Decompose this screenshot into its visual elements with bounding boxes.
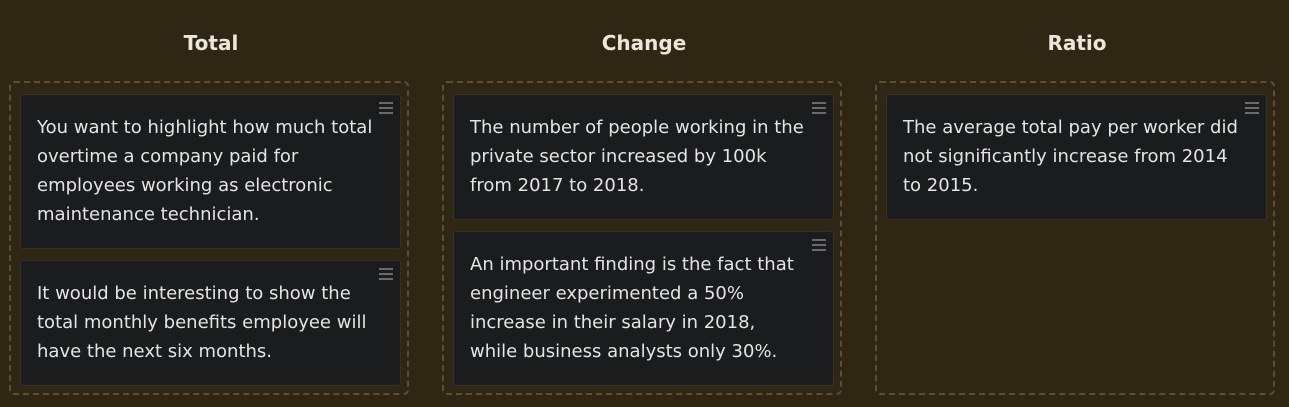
column-title: Total bbox=[183, 31, 239, 55]
drag-handle-icon[interactable] bbox=[379, 268, 393, 280]
drag-handle-icon[interactable] bbox=[1245, 102, 1259, 114]
dropzone-total[interactable]: You want to highlight how much total ove… bbox=[9, 81, 409, 395]
card-text: It would be interesting to show the tota… bbox=[37, 283, 367, 362]
card[interactable]: You want to highlight how much total ove… bbox=[20, 94, 401, 249]
card[interactable]: The number of people working in the priv… bbox=[453, 94, 834, 220]
drag-handle-icon[interactable] bbox=[379, 102, 393, 114]
card-text: An important finding is the fact that en… bbox=[470, 254, 794, 362]
card[interactable]: The average total pay per worker did not… bbox=[886, 94, 1267, 220]
card[interactable]: It would be interesting to show the tota… bbox=[20, 260, 401, 386]
drag-handle-icon[interactable] bbox=[812, 239, 826, 251]
column-title: Change bbox=[601, 31, 687, 55]
card-text: You want to highlight how much total ove… bbox=[37, 117, 373, 225]
column-title: Ratio bbox=[1047, 31, 1107, 55]
card[interactable]: An important finding is the fact that en… bbox=[453, 231, 834, 386]
dropzone-ratio[interactable]: The average total pay per worker did not… bbox=[875, 81, 1275, 395]
dropzone-change[interactable]: The number of people working in the priv… bbox=[442, 81, 842, 395]
card-text: The average total pay per worker did not… bbox=[903, 117, 1238, 196]
drag-handle-icon[interactable] bbox=[812, 102, 826, 114]
card-text: The number of people working in the priv… bbox=[470, 117, 804, 196]
